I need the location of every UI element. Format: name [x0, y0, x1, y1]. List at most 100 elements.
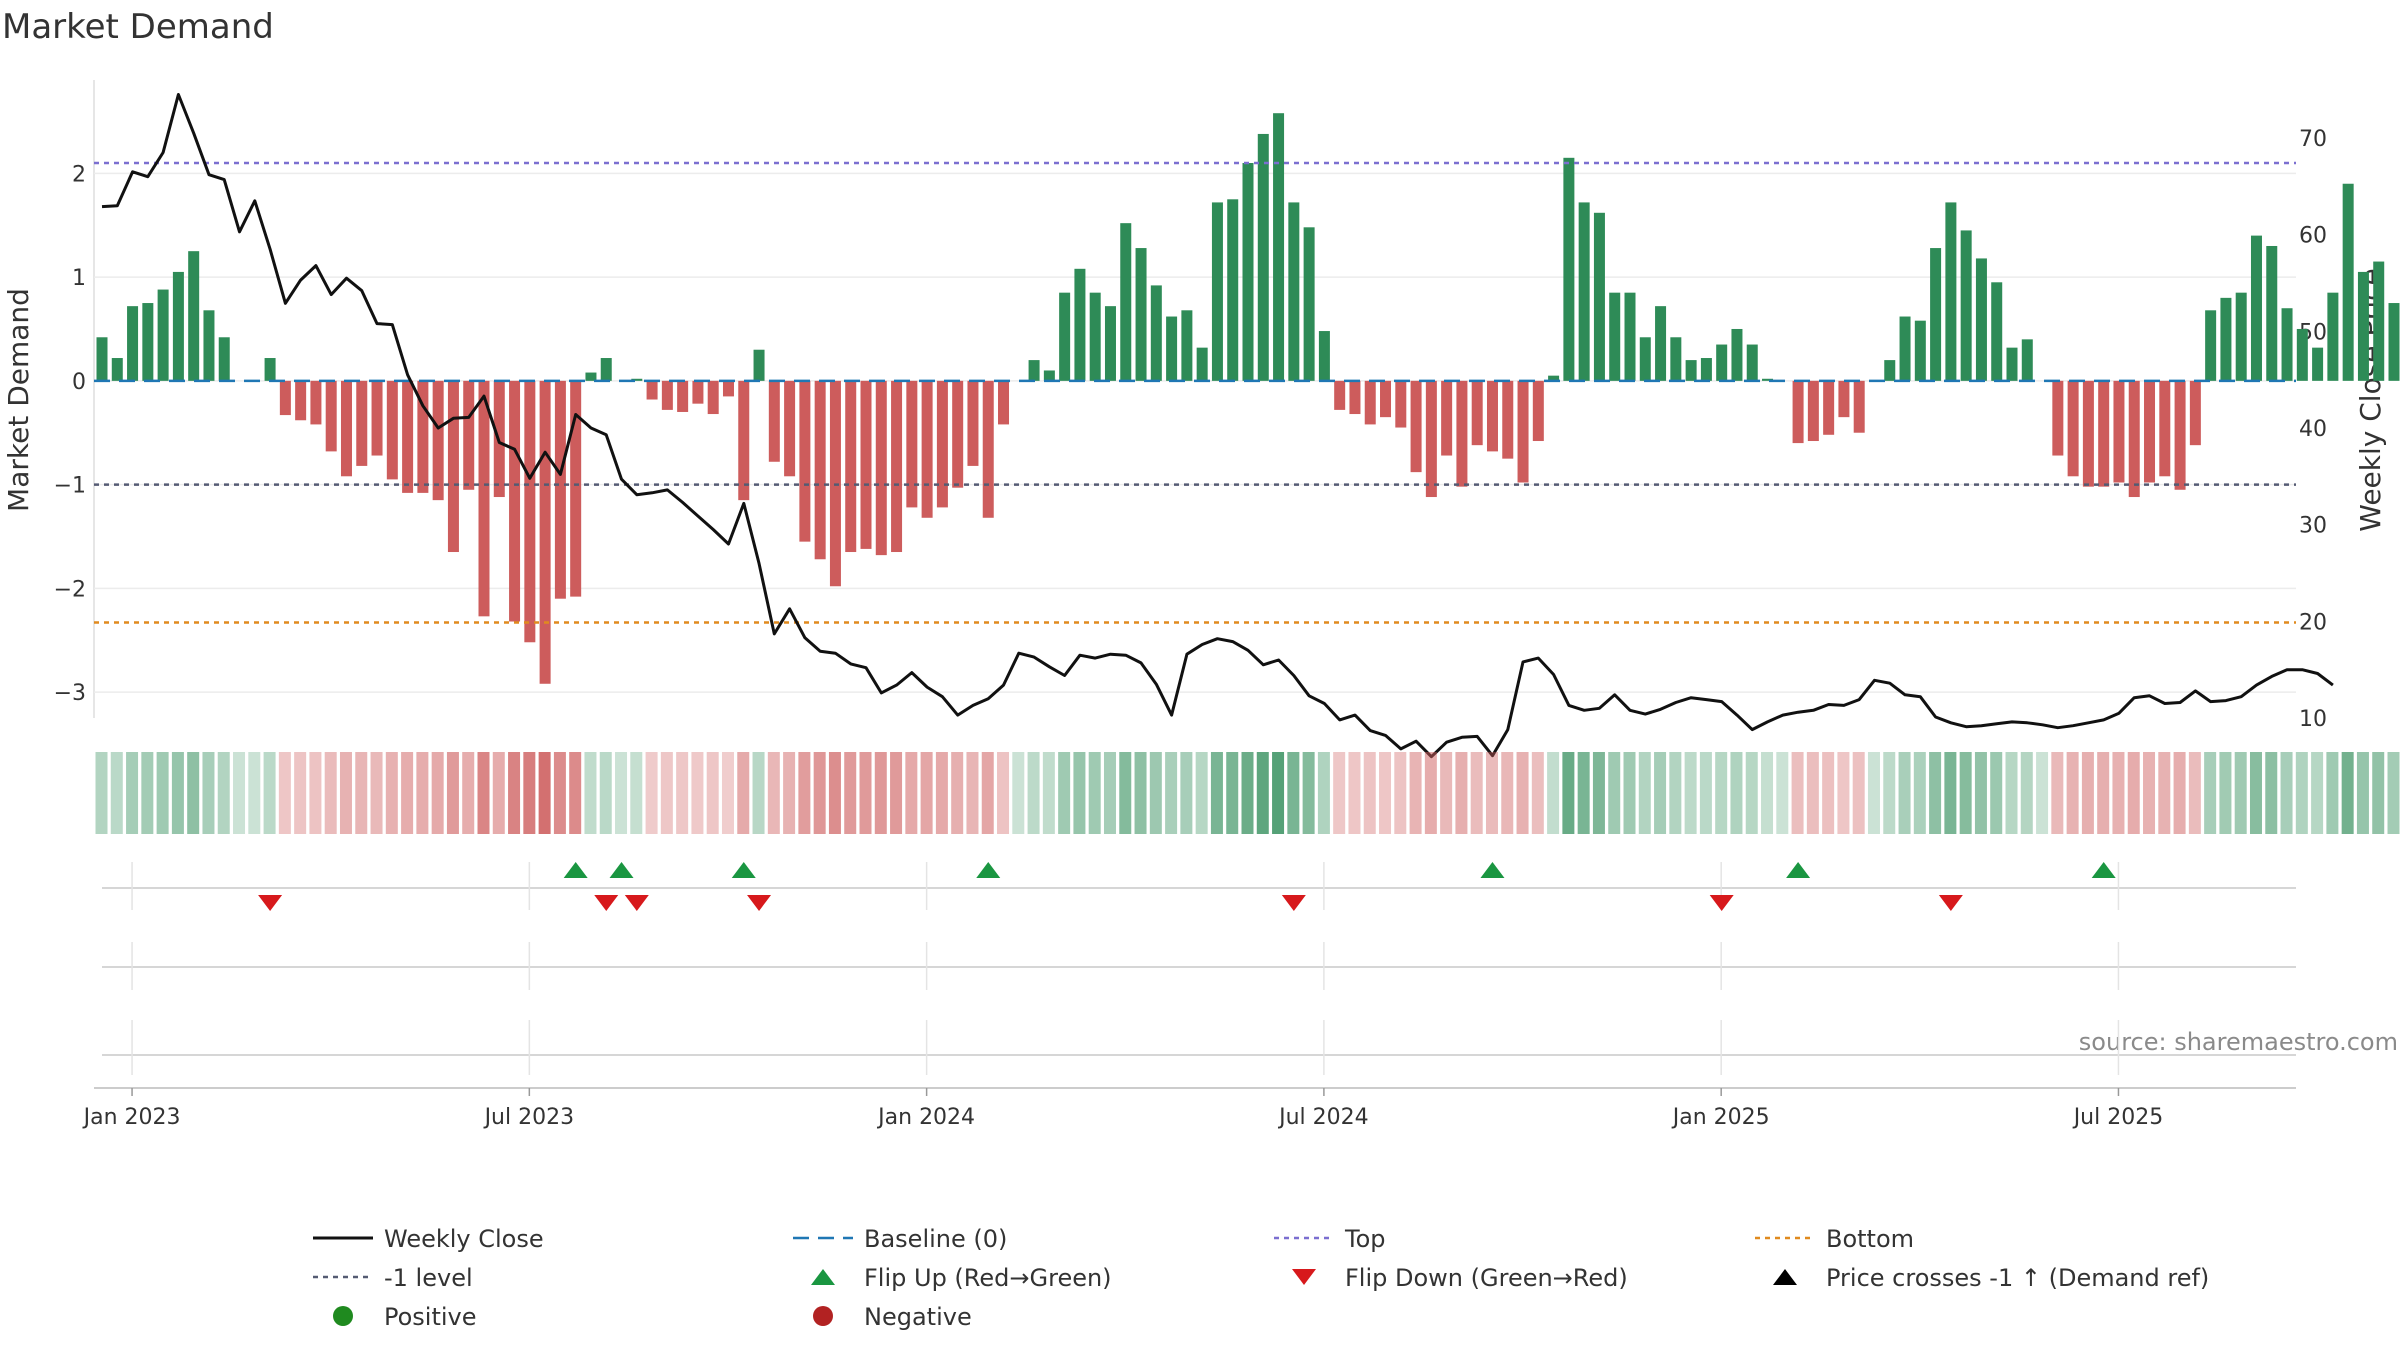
demand-bar	[1196, 347, 1208, 381]
heat-cell	[1379, 752, 1392, 834]
heat-cell	[2051, 752, 2064, 834]
demand-bar	[2128, 380, 2140, 498]
demand-bar	[1762, 378, 1774, 381]
demand-bar	[1731, 328, 1743, 381]
heat-cell	[339, 752, 352, 834]
demand-bar	[1380, 380, 1392, 418]
demand-bar	[1318, 331, 1330, 381]
heat-cell	[1929, 752, 1942, 834]
heat-cell	[355, 752, 368, 834]
heat-cell	[645, 752, 658, 834]
heat-cell	[2356, 752, 2369, 834]
heat-cell	[1409, 752, 1422, 834]
heat-cell	[1165, 752, 1178, 834]
demand-bar	[1593, 212, 1605, 381]
demand-bar	[1639, 337, 1651, 381]
heat-cell	[1776, 752, 1789, 834]
heat-cell	[2005, 752, 2018, 834]
heat-cell	[1684, 752, 1697, 834]
demand-bar	[722, 380, 734, 397]
heat-cell	[1867, 752, 1880, 834]
legend-item: Bottom	[1755, 1225, 1914, 1253]
demand-bar	[2296, 328, 2308, 381]
flip-up-marker	[976, 862, 1001, 878]
heat-cell	[966, 752, 979, 834]
heat-cell	[752, 752, 765, 834]
demand-bar	[203, 310, 215, 381]
heat-cell	[1654, 752, 1667, 834]
y2-tick-label: 30	[2299, 514, 2327, 539]
heat-cell	[1485, 752, 1498, 834]
heat-cell	[2020, 752, 2033, 834]
heat-cell	[2234, 752, 2247, 834]
y2-tick-label: 10	[2299, 707, 2327, 732]
heat-cell	[951, 752, 964, 834]
heat-cell	[2249, 752, 2262, 834]
demand-bar	[188, 251, 200, 381]
demand-bar	[2266, 245, 2278, 381]
demand-bar	[2144, 380, 2156, 483]
heat-cell	[202, 752, 215, 834]
demand-bar	[386, 380, 398, 480]
demand-bar	[677, 380, 689, 412]
demand-bar	[2174, 380, 2186, 490]
flip-down-marker	[594, 895, 619, 911]
heat-cell	[660, 752, 673, 834]
demand-bar	[1991, 282, 2003, 381]
y-tick-label: 2	[72, 162, 86, 187]
legend-swatch	[333, 1306, 353, 1326]
demand-bar	[1074, 268, 1086, 381]
heat-cell	[324, 752, 337, 834]
heat-cell	[110, 752, 123, 834]
heat-cell	[492, 752, 505, 834]
demand-bar	[1700, 358, 1712, 381]
legend-item: Price crosses -1 ↑ (Demand ref)	[1773, 1264, 2209, 1292]
heat-cell	[1042, 752, 1055, 834]
demand-bar	[1303, 227, 1315, 381]
legend-swatch	[813, 1306, 833, 1326]
heat-cell	[615, 752, 628, 834]
demand-bar	[1135, 248, 1147, 381]
legend-label: Flip Down (Green→Red)	[1345, 1264, 1628, 1292]
legend-label: Bottom	[1826, 1225, 1914, 1253]
heat-cell	[2341, 752, 2354, 834]
demand-bar	[2205, 310, 2217, 381]
demand-bar	[417, 380, 429, 493]
heat-cell	[2173, 752, 2186, 834]
demand-bar	[860, 380, 872, 549]
demand-bar	[2098, 380, 2110, 487]
heat-cell	[553, 752, 566, 834]
demand-bar	[111, 358, 123, 381]
demand-bar	[2021, 339, 2033, 381]
heat-cell	[1195, 752, 1208, 834]
demand-bar	[998, 380, 1010, 425]
demand-bar	[1181, 310, 1193, 381]
heat-cell	[2372, 752, 2385, 834]
heat-cell	[859, 752, 872, 834]
demand-bar	[1059, 292, 1071, 381]
demand-bar	[1975, 258, 1987, 381]
legend-swatch	[1773, 1269, 1797, 1285]
demand-bar	[967, 380, 979, 466]
y-axis-label-left: Market Demand	[2, 288, 35, 512]
demand-bar	[799, 380, 811, 542]
demand-bar	[768, 380, 780, 462]
heat-cell	[2066, 752, 2079, 834]
x-tick-label: Jul 2025	[2072, 1105, 2164, 1130]
heat-cell	[462, 752, 475, 834]
demand-bar	[753, 349, 765, 381]
demand-bar	[1884, 360, 1896, 381]
demand-bar	[1471, 380, 1483, 446]
demand-bar	[2189, 380, 2201, 446]
heat-cell	[1317, 752, 1330, 834]
heat-cell	[156, 752, 169, 834]
heat-cell	[1012, 752, 1025, 834]
demand-bar	[2113, 380, 2125, 483]
demand-bar	[1089, 292, 1101, 381]
demand-bar	[570, 380, 582, 597]
demand-bar	[1792, 380, 1804, 444]
flip-up-marker	[609, 862, 634, 878]
demand-bar	[1685, 360, 1697, 381]
demand-bar	[1273, 113, 1285, 381]
